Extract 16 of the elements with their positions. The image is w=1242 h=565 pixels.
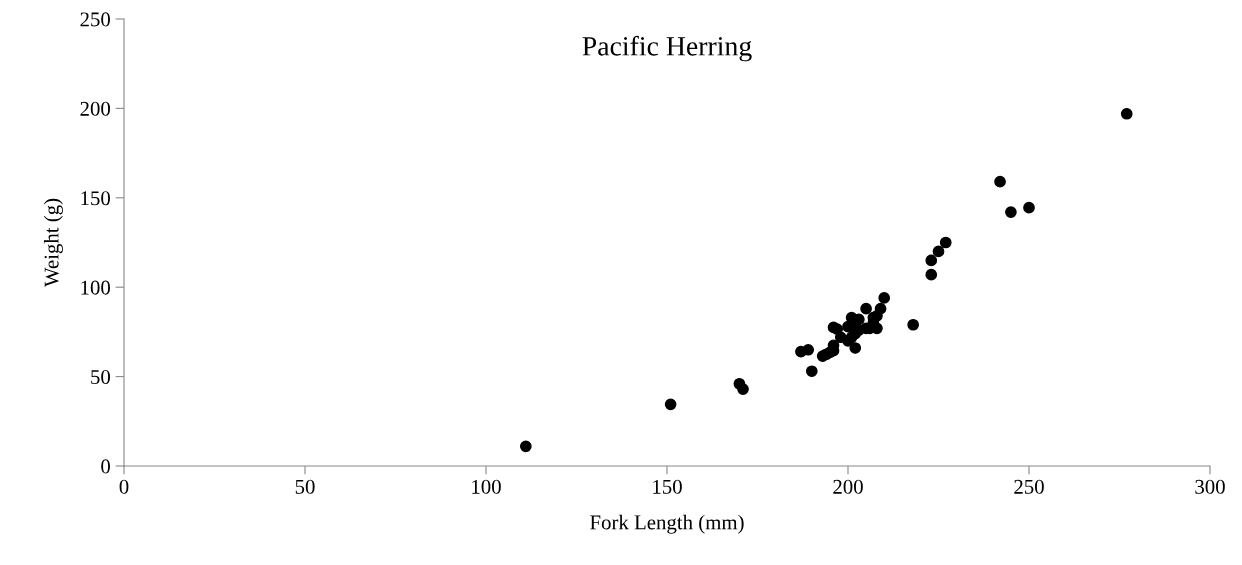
y-tick-label: 150 (81, 191, 111, 206)
x-tick-label: 0 (119, 479, 129, 494)
y-axis-title: Weight (g) (43, 198, 63, 288)
x-axis-title: Fork Length (mm) (590, 514, 744, 534)
x-tick-label: 100 (472, 479, 501, 494)
x-tick-label: 300 (1195, 479, 1225, 494)
text: Pacific Herring (582, 35, 752, 62)
x-tick-label: 250 (1014, 479, 1044, 494)
x-tick-label: 50 (295, 479, 315, 494)
y-tick-label: 0 (101, 459, 111, 474)
y-tick-label: 200 (80, 101, 111, 116)
y-tick-label: 250 (80, 12, 111, 27)
y-tick-label: 50 (91, 369, 111, 385)
x-tick-label: 200 (833, 479, 863, 494)
y-tick-label: 100 (81, 280, 111, 295)
x-tick-label: 150 (653, 479, 682, 494)
